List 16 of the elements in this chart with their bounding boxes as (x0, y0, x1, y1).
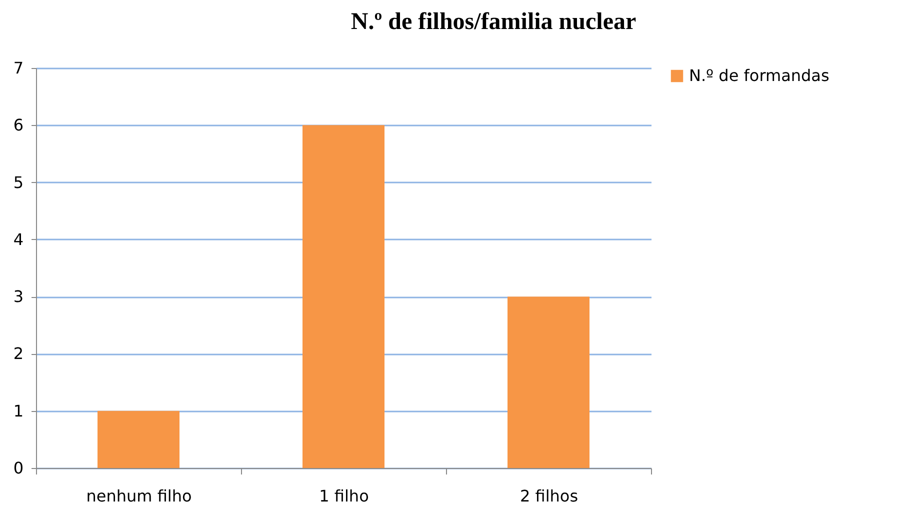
legend-label: N.º de formandas (689, 66, 830, 85)
y-tick-label: 0 (13, 458, 24, 478)
chart-title: N.º de filhos/familia nuclear (350, 9, 636, 35)
x-tick-label: 1 filho (319, 486, 369, 506)
y-tick-label: 4 (13, 230, 24, 249)
x-tick-label: nenhum filho (86, 486, 192, 506)
y-tick-label: 3 (13, 287, 24, 306)
bar (302, 125, 384, 468)
y-tick-label: 5 (13, 172, 24, 192)
bar (508, 296, 590, 468)
y-tick-label: 7 (13, 58, 24, 78)
bar (98, 410, 180, 468)
y-tick-label: 1 (13, 401, 24, 420)
y-tick-label: 2 (13, 344, 24, 364)
x-tick-label: 2 filhos (520, 486, 578, 506)
y-tick-label: 6 (13, 116, 24, 135)
